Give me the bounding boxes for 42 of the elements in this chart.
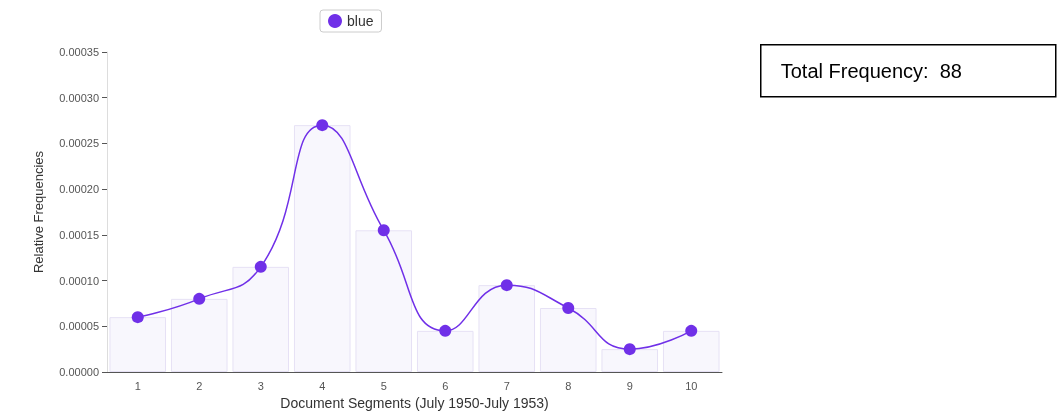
x-tick-label: 7 (503, 379, 510, 392)
bar (109, 317, 167, 372)
y-tick-label: 0.00030 (59, 91, 99, 104)
bar (478, 285, 536, 372)
x-axis-title: Document Segments (July 1950-July 1953) (280, 394, 549, 411)
bar (416, 330, 474, 372)
point (316, 119, 329, 132)
x-tick-label: 3 (257, 379, 264, 392)
y-tick-label: 0.00005 (59, 320, 99, 333)
bar (232, 266, 290, 372)
bar (293, 125, 351, 372)
x-tick-label: 8 (565, 379, 572, 392)
bar (662, 330, 720, 372)
y-tick-label: 0.00000 (59, 366, 99, 378)
point (439, 324, 452, 337)
point (377, 224, 390, 237)
point (562, 302, 575, 314)
x-tick-label: 1 (134, 379, 141, 392)
bar (539, 308, 597, 372)
y-tick-label: 0.00035 (59, 46, 99, 58)
x-tick-label: 9 (626, 379, 633, 392)
point (685, 324, 698, 337)
x-tick-label: 4 (319, 379, 326, 392)
point (193, 292, 206, 305)
y-tick-label: 0.00015 (59, 228, 99, 241)
bar (601, 349, 659, 372)
text: Total Frequency: 88 (780, 59, 962, 82)
x-tick-label: 5 (380, 379, 387, 392)
y-tick-label: 0.00020 (59, 183, 99, 196)
bar (170, 298, 228, 372)
x-tick-label: 6 (442, 379, 449, 392)
x-tick-label: 10 (685, 379, 698, 392)
bar (355, 230, 413, 372)
y-axis-title: Relative Frequencies (31, 150, 46, 274)
y-tick-label: 0.00025 (59, 137, 99, 150)
legend-label: blue (347, 13, 374, 29)
point (500, 279, 513, 292)
point (131, 311, 144, 324)
y-tick-label: 0.00010 (59, 274, 99, 287)
x-tick-label: 2 (196, 379, 203, 392)
point (623, 343, 636, 356)
point (254, 260, 267, 273)
